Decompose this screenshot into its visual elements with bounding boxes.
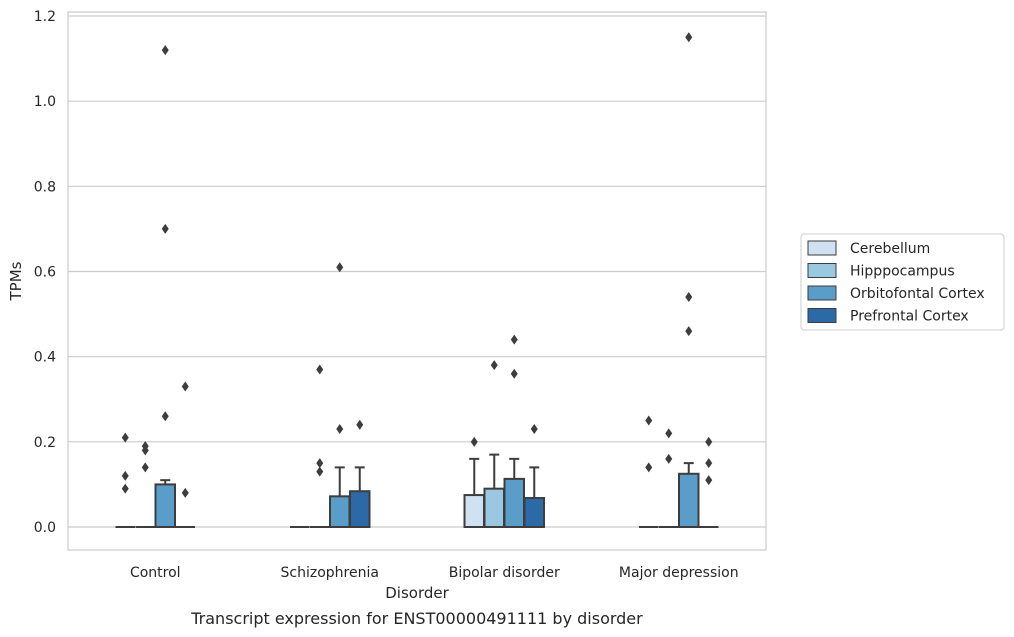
box — [154, 45, 176, 528]
legend-item: Orbitofontal Cortex — [807, 285, 985, 302]
y-tick-label: 0.0 — [34, 520, 56, 536]
series-hipppocampus — [135, 360, 679, 528]
outlier-point — [705, 475, 713, 486]
box-body — [503, 477, 525, 528]
outlier-point — [121, 432, 129, 443]
box-body — [329, 495, 351, 528]
box — [483, 360, 505, 528]
box-body — [678, 472, 700, 529]
outlier-point — [161, 411, 169, 422]
y-tick-label: 0.8 — [34, 179, 56, 195]
box — [678, 32, 700, 529]
box-body — [483, 487, 505, 528]
y-axis-ticks: 0.0 0.2 0.4 0.6 0.8 1.0 1.2 — [34, 9, 56, 536]
outlier-point — [705, 458, 713, 469]
box — [659, 428, 679, 528]
legend-swatch — [807, 240, 837, 256]
series-cerebellum — [115, 415, 659, 528]
x-tick-label: Major depression — [619, 565, 739, 581]
legend: Cerebellum Hipppocampus Orbitofontal Corte… — [800, 233, 1005, 331]
box — [523, 424, 545, 529]
outlier-point — [665, 428, 673, 439]
box — [329, 262, 351, 528]
legend-label: Hipppocampus — [850, 264, 955, 280]
legend-label: Orbitofontal Cortex — [850, 286, 985, 302]
box-body — [349, 490, 371, 529]
outlier-point — [470, 436, 478, 447]
legend-item: Cerebellum — [807, 240, 930, 257]
chart-caption: Transcript expression for ENST0000049111… — [190, 609, 643, 628]
box-body — [523, 497, 545, 529]
box — [175, 381, 195, 528]
outlier-point — [685, 32, 693, 43]
y-tick-label: 0.2 — [34, 435, 56, 451]
outlier-point — [336, 262, 344, 273]
legend-item: Hipppocampus — [807, 263, 955, 280]
legend-label: Prefrontal Cortex — [850, 309, 969, 325]
y-axis-label: TPMs — [7, 261, 25, 301]
box — [503, 334, 525, 528]
box — [115, 432, 135, 528]
legend-swatch — [807, 308, 837, 323]
box-body — [154, 483, 176, 528]
x-tick-label: Control — [130, 565, 181, 581]
x-axis-label: Disorder — [385, 584, 449, 602]
outlier-point — [685, 292, 693, 303]
y-tick-label: 0.4 — [34, 350, 56, 366]
box — [699, 436, 719, 528]
box — [135, 441, 155, 528]
outlier-point — [181, 487, 189, 498]
gridlines — [68, 15, 766, 528]
outlier-point — [161, 45, 169, 56]
outlier-point — [181, 381, 189, 392]
outlier-point — [316, 364, 324, 375]
outlier-point — [510, 334, 518, 345]
legend-swatch — [807, 263, 837, 278]
outlier-point — [316, 458, 324, 469]
outlier-point — [121, 483, 129, 494]
outlier-point — [705, 436, 713, 447]
outlier-point — [685, 326, 693, 337]
legend-swatch — [807, 285, 837, 301]
box — [349, 419, 371, 529]
outlier-point — [530, 424, 538, 435]
y-tick-label: 1.2 — [34, 9, 56, 25]
box-series — [115, 32, 719, 529]
outlier-point — [510, 368, 518, 379]
x-axis-ticks: Control Schizophrenia Bipolar disorder Majo… — [130, 565, 739, 581]
y-tick-label: 1.0 — [34, 94, 56, 110]
legend-item: Prefrontal Cortex — [807, 308, 969, 325]
series-orbitofontal-cortex — [154, 32, 700, 529]
box — [310, 364, 330, 528]
x-tick-label: Schizophrenia — [281, 565, 379, 581]
outlier-point — [356, 419, 364, 430]
legend-label: Cerebellum — [850, 241, 930, 257]
series-prefrontal-cortex — [175, 381, 719, 529]
box — [463, 436, 485, 528]
outlier-point — [490, 360, 498, 371]
y-tick-label: 0.6 — [34, 265, 56, 281]
outlier-point — [645, 415, 653, 426]
outlier-point — [141, 441, 149, 452]
outlier-point — [336, 424, 344, 435]
outlier-point — [121, 470, 129, 481]
x-tick-label: Bipolar disorder — [449, 565, 560, 581]
outlier-point — [316, 466, 324, 477]
outlier-point — [665, 453, 673, 464]
legend-frame — [800, 233, 1005, 331]
box-body — [463, 494, 485, 528]
outlier-point — [161, 223, 169, 234]
outlier-point — [645, 462, 653, 473]
box — [639, 415, 659, 528]
outlier-point — [141, 462, 149, 473]
plot-area — [67, 11, 767, 551]
